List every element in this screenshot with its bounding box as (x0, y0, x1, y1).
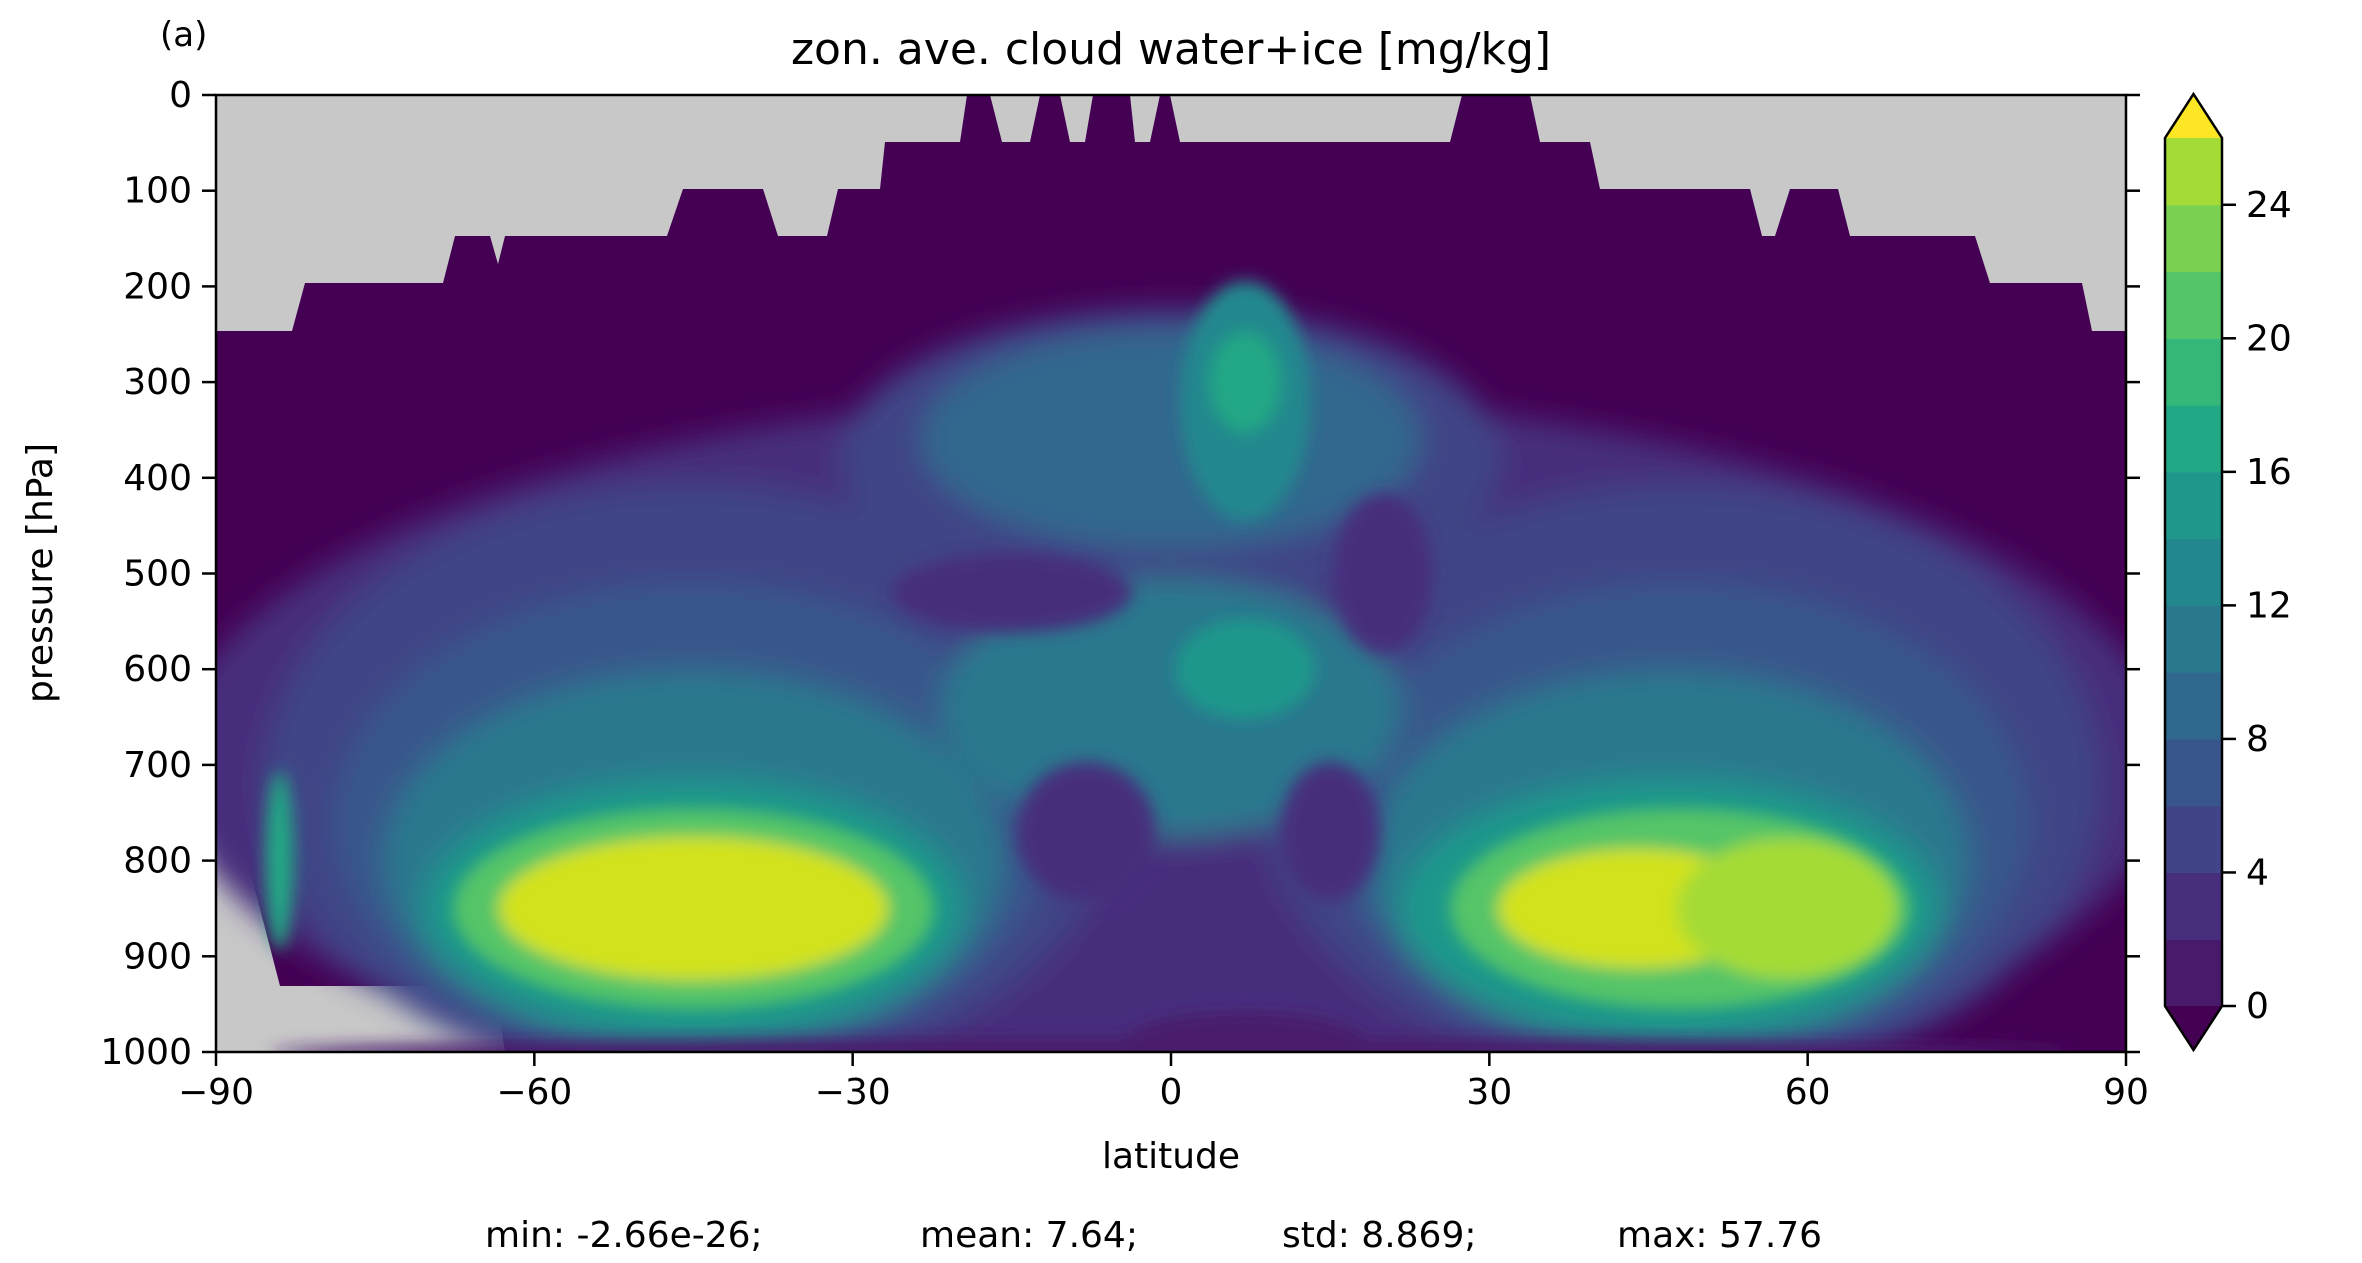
colorbar-segment (2165, 939, 2222, 1007)
y-tick-label: 700 (123, 745, 192, 786)
y-tick-label: 500 (123, 554, 192, 595)
panel-label: (a) (160, 15, 207, 55)
colorbar-segment (2165, 471, 2222, 540)
x-axis: −90 −60 −30 0 30 60 90 (178, 1052, 2149, 1113)
colorbar-segment (2165, 805, 2222, 874)
colorbar-extend-min (2165, 1006, 2222, 1050)
colorbar: 0 4 8 12 16 20 24 (2163, 91, 2292, 1053)
stat-min: min: -2.66e-26; (485, 1215, 763, 1256)
y-tick-label: 1000 (100, 1032, 192, 1073)
colorbar-segment (2165, 405, 2222, 473)
y-tick-label: 900 (123, 936, 192, 977)
tropical-minimum-pocket (1333, 493, 1434, 654)
colorbar-segment (2165, 138, 2222, 206)
y-axis-label: pressure [hPa] (20, 443, 61, 703)
x-tick-label: 0 (1160, 1072, 1183, 1113)
y-tick-label: 400 (123, 458, 192, 499)
x-axis-label: latitude (1102, 1136, 1240, 1177)
colorbar-tick-label: 16 (2246, 452, 2292, 493)
surface-band-2 (1125, 1012, 1366, 1052)
colorbar-segment (2165, 605, 2222, 673)
colorbar-segment (2165, 538, 2222, 606)
contour-band-24 (1676, 838, 1897, 979)
colorbar-segment (2165, 338, 2222, 406)
y-tick-label: 200 (123, 266, 192, 307)
x-tick-label: −90 (178, 1072, 254, 1113)
stat-mean: mean: 7.64; (920, 1215, 1138, 1256)
contour-band-26 (498, 836, 889, 981)
y-axis: 0 100 200 300 400 500 600 700 800 900 1000 (100, 75, 2140, 1073)
stat-max: max: 57.76 (1617, 1215, 1822, 1256)
y-tick-label: 100 (123, 171, 192, 212)
contour-band-16 (1175, 619, 1316, 720)
contour-band-10 (921, 329, 1421, 550)
tropical-minimum-pocket (891, 552, 1132, 633)
stat-std: std: 8.869; (1282, 1215, 1476, 1256)
colorbar-tick-label: 4 (2246, 852, 2269, 893)
x-tick-label: 30 (1466, 1072, 1512, 1113)
colorbar-tick-label: 24 (2246, 185, 2292, 226)
y-tick-label: 300 (123, 362, 192, 403)
colorbar-extend-max (2165, 94, 2222, 138)
colorbar-segment (2165, 271, 2222, 339)
tropical-minimum-pocket (1016, 761, 1157, 902)
colorbar-tick-label: 0 (2246, 986, 2269, 1027)
x-tick-label: 90 (2103, 1072, 2149, 1113)
colorbar-segment (2165, 738, 2222, 807)
y-tick-label: 800 (123, 841, 192, 882)
x-tick-label: 60 (1785, 1072, 1831, 1113)
chart-title: zon. ave. cloud water+ice [mg/kg] (791, 24, 1551, 75)
colorbar-tick-label: 12 (2246, 585, 2292, 626)
x-tick-label: −60 (496, 1072, 572, 1113)
tropical-minimum-pocket (1280, 761, 1381, 902)
y-tick-label: 600 (123, 649, 192, 690)
colorbar-segment (2165, 872, 2222, 940)
colorbar-segment (2165, 672, 2222, 740)
x-tick-label: −30 (815, 1072, 891, 1113)
contour-field (216, 95, 2126, 1052)
colorbar-segment (2165, 204, 2222, 273)
contour-band-18 (1210, 332, 1281, 433)
colorbar-tick-label: 20 (2246, 318, 2292, 359)
colorbar-tick-label: 8 (2246, 719, 2269, 760)
polar-column-band (265, 770, 294, 951)
y-tick-label: 0 (169, 75, 192, 116)
